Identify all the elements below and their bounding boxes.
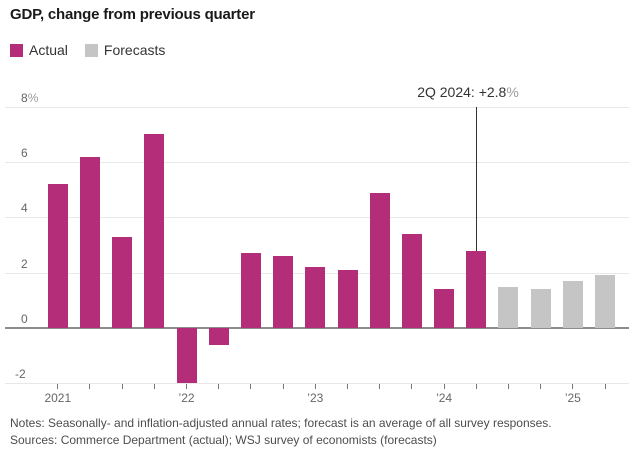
bar-2q-2021 <box>79 156 100 328</box>
forecasts-swatch-icon <box>84 43 98 57</box>
bar-1q-2025 <box>562 280 583 328</box>
bar-4q-2022 <box>273 256 294 328</box>
gridline <box>5 217 629 218</box>
y-axis-label: 0 <box>21 312 28 326</box>
annotation-pointer-line <box>475 107 477 251</box>
y-axis-label: 8% <box>21 90 39 105</box>
legend-item-forecasts: Forecasts <box>84 42 166 58</box>
x-axis-tick <box>153 384 155 389</box>
legend-label-forecasts: Forecasts <box>103 42 166 58</box>
bar-1q-2021 <box>47 184 68 328</box>
x-axis-tick <box>250 384 252 389</box>
bar-3q-2024 <box>498 286 519 328</box>
legend-label-actual: Actual <box>29 42 68 58</box>
bar-1q-2023 <box>305 267 326 328</box>
bar-4q-2024 <box>530 289 551 328</box>
x-axis-tick <box>507 384 509 389</box>
sources-text: Sources: Commerce Department (actual); W… <box>10 433 437 447</box>
bar-1q-2022 <box>176 328 197 384</box>
bar-2q-2024 <box>466 250 487 328</box>
bar-3q-2022 <box>240 253 261 328</box>
x-axis-label: ’22 <box>178 391 195 405</box>
y-axis-label: -2 <box>15 367 26 382</box>
legend: Actual Forecasts <box>10 42 165 58</box>
x-axis-tick <box>475 384 477 389</box>
bar-2q-2025 <box>595 275 616 328</box>
bar-2q-2022 <box>208 328 229 345</box>
bar-4q-2021 <box>144 134 165 328</box>
gridline <box>5 162 629 163</box>
x-axis-tick <box>282 384 284 389</box>
zero-baseline <box>5 327 629 329</box>
x-axis-tick <box>57 384 59 389</box>
y-axis-label: 2 <box>21 256 28 271</box>
x-axis-tick <box>186 384 188 389</box>
legend-item-actual: Actual <box>10 42 68 58</box>
x-axis-tick <box>347 384 348 389</box>
annotation-label: 2Q 2024: +2.8% <box>417 84 519 100</box>
x-axis-tick <box>604 384 606 389</box>
bar-3q-2023 <box>369 192 390 328</box>
gridline <box>5 383 629 384</box>
x-axis-tick <box>121 384 123 389</box>
gridline <box>5 107 629 108</box>
x-axis-tick <box>89 384 91 389</box>
page-title: GDP, change from previous quarter <box>10 6 255 23</box>
x-axis-label: ’25 <box>564 391 581 405</box>
x-axis-tick <box>314 384 316 389</box>
y-axis-label: 4 <box>21 201 28 216</box>
bar-1q-2024 <box>434 289 455 328</box>
x-axis-label: 2021 <box>44 391 72 405</box>
x-axis-label: ’24 <box>436 391 453 405</box>
actual-swatch-icon <box>10 43 23 57</box>
x-axis-tick <box>443 384 445 389</box>
x-axis-tick <box>218 384 220 389</box>
x-axis-tick <box>379 384 381 389</box>
bar-3q-2021 <box>112 236 133 328</box>
x-axis-tick <box>572 384 574 389</box>
x-axis-label: ’23 <box>307 391 324 405</box>
x-axis-tick <box>411 384 413 389</box>
y-axis-label: 6 <box>21 146 28 161</box>
bar-4q-2023 <box>401 233 422 328</box>
notes-text: Notes: Seasonally- and inflation-adjuste… <box>10 416 552 430</box>
bar-2q-2023 <box>337 269 358 328</box>
x-axis-tick <box>540 384 542 389</box>
